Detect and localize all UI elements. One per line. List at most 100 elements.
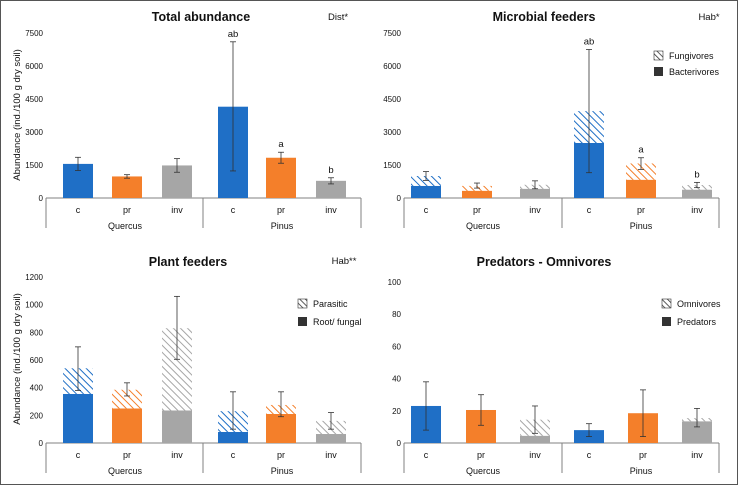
bar-pinus-inv-base	[316, 434, 346, 443]
y-tick-label: 1500	[25, 161, 43, 170]
group-label-quercus: Quercus	[466, 466, 501, 476]
x-category-label: pr	[277, 205, 285, 215]
y-axis-label: Abundance (ind./100 g dry soil)	[12, 293, 23, 425]
y-tick-label: 7500	[25, 29, 43, 38]
y-tick-label: 1000	[25, 301, 43, 310]
significance-letter: ab	[228, 29, 239, 40]
group-label-pinus: Pinus	[271, 466, 294, 476]
significance-letter: b	[694, 169, 699, 180]
significance-letter: ab	[584, 37, 595, 48]
chart-microbial-feeders: Microbial feeders Hab* Quercus Pinus Fun…	[383, 10, 720, 231]
chart-title: Total abundance	[152, 10, 250, 24]
y-tick-label: 3000	[383, 128, 401, 137]
x-category-label: pr	[473, 205, 481, 215]
significance-label: Hab*	[698, 12, 719, 23]
y-tick-label: 20	[392, 407, 401, 416]
bar-quercus-pr-stack	[112, 389, 142, 409]
legend: Parasitic Root/ fungal	[297, 298, 362, 327]
legend-label-bacterivores: Bacterivores	[669, 67, 720, 77]
x-category-label: c	[76, 205, 81, 215]
legend: Fungivores Bacterivores	[653, 50, 720, 77]
group-label-pinus: Pinus	[630, 221, 653, 231]
y-tick-label: 400	[30, 384, 44, 393]
y-tick-label: 80	[392, 310, 401, 319]
x-category-label: inv	[529, 205, 541, 215]
legend-swatch-root-fungal	[298, 317, 307, 326]
chart-title: Plant feeders	[149, 255, 228, 269]
legend-swatch-predators	[662, 317, 671, 326]
legend-swatch-omnivores	[661, 298, 672, 309]
y-tick-label: 1500	[383, 161, 401, 170]
chart-title: Microbial feeders	[493, 10, 596, 24]
x-category-label: pr	[277, 450, 285, 460]
legend-swatch-parasitic	[297, 298, 308, 309]
group-label-pinus: Pinus	[271, 221, 294, 231]
significance-letter: a	[638, 145, 644, 156]
y-tick-label: 0	[39, 439, 44, 448]
y-tick-label: 60	[392, 342, 401, 351]
chart-predators-omnivores: Predators - Omnivores Quercus Pinus Omni…	[388, 255, 721, 476]
legend-label-fungivores: Fungivores	[669, 51, 714, 61]
bar-pinus-inv-base	[682, 421, 712, 443]
y-tick-label: 4500	[25, 95, 43, 104]
bar-pinus-pr-base	[266, 157, 296, 198]
y-tick-label: 200	[30, 411, 44, 420]
y-axis-label: Abundance (ind./100 g dry soil)	[12, 49, 23, 181]
y-tick-label: 1200	[25, 273, 43, 282]
y-tick-label: 3000	[25, 128, 43, 137]
y-tick-label: 4500	[383, 95, 401, 104]
bar-pinus-pr-base	[626, 179, 656, 198]
group-label-quercus: Quercus	[108, 221, 143, 231]
legend-label-root-fungal: Root/ fungal	[313, 317, 362, 327]
y-tick-label: 600	[30, 356, 44, 365]
x-category-label: inv	[691, 450, 703, 460]
x-category-label: pr	[639, 450, 647, 460]
legend-label-omnivores: Omnivores	[677, 299, 721, 309]
bar-quercus-c-stack	[411, 176, 441, 186]
x-category-label: pr	[123, 205, 131, 215]
bar-quercus-c-base	[411, 185, 441, 198]
bar-pinus-inv-base	[316, 180, 346, 198]
bar-quercus-inv-base	[520, 435, 550, 443]
chart-title: Predators - Omnivores	[477, 255, 612, 269]
y-tick-label: 0	[39, 194, 44, 203]
x-category-label: pr	[123, 450, 131, 460]
chart-total-abundance: Total abundance Dist* Abundance (ind./10…	[12, 10, 362, 231]
x-category-label: c	[76, 450, 81, 460]
x-category-label: pr	[637, 205, 645, 215]
y-tick-label: 7500	[383, 29, 401, 38]
group-label-quercus: Quercus	[108, 466, 143, 476]
bar-pinus-pr-base	[266, 413, 296, 443]
bar-quercus-pr-base	[462, 190, 492, 198]
x-category-label: inv	[691, 205, 703, 215]
bar-quercus-c-base	[63, 393, 93, 443]
bar-pinus-c-base	[218, 431, 248, 443]
x-category-label: c	[231, 205, 236, 215]
x-category-label: inv	[325, 205, 337, 215]
x-category-label: c	[587, 450, 592, 460]
legend-swatch-fungivores	[653, 50, 664, 61]
x-category-label: inv	[171, 450, 183, 460]
group-label-quercus: Quercus	[466, 221, 501, 231]
legend: Omnivores Predators	[661, 298, 721, 327]
significance-letter: a	[278, 139, 284, 150]
x-category-label: c	[231, 450, 236, 460]
significance-label: Dist*	[328, 12, 348, 23]
y-tick-label: 0	[397, 194, 402, 203]
x-category-label: c	[424, 205, 429, 215]
bar-quercus-pr-base	[112, 408, 142, 443]
legend-swatch-bacterivores	[654, 67, 663, 76]
x-category-label: inv	[325, 450, 337, 460]
group-label-pinus: Pinus	[630, 466, 653, 476]
y-tick-label: 0	[397, 439, 402, 448]
x-category-label: c	[587, 205, 592, 215]
bar-quercus-inv-base	[162, 410, 192, 443]
chart-plant-feeders: Plant feeders Hab** Abundance (ind./100 …	[12, 255, 362, 476]
legend-label-predators: Predators	[677, 317, 717, 327]
y-tick-label: 100	[388, 278, 402, 287]
x-category-label: c	[424, 450, 429, 460]
x-category-label: pr	[477, 450, 485, 460]
y-tick-label: 6000	[25, 62, 43, 71]
y-tick-label: 40	[392, 375, 401, 384]
